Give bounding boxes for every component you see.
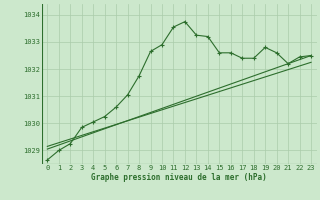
X-axis label: Graphe pression niveau de la mer (hPa): Graphe pression niveau de la mer (hPa) [91,173,267,182]
